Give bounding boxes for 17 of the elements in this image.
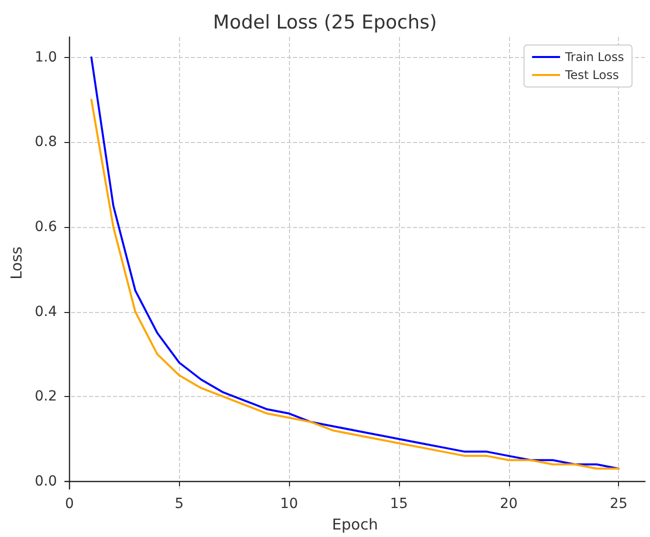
x-tick-label: 25 <box>610 496 628 512</box>
legend-label: Test Loss <box>564 68 619 82</box>
y-tick-label: 0.2 <box>34 388 57 405</box>
x-tick-label: 0 <box>64 496 74 512</box>
y-tick-label: 1.0 <box>34 49 57 66</box>
y-tick-label: 0.4 <box>34 304 58 320</box>
x-axis-title: Epoch <box>332 516 378 534</box>
y-tick-label: 0.0 <box>34 473 57 490</box>
y-axis-title: Loss <box>7 246 26 280</box>
legend-label: Train Loss <box>564 50 624 64</box>
chart-title: Model Loss (25 Epochs) <box>213 12 437 34</box>
x-tick-label: 15 <box>390 496 408 512</box>
y-tick-label: 0.8 <box>34 134 57 150</box>
x-tick-label: 5 <box>174 496 184 512</box>
x-tick-label: 10 <box>280 496 298 512</box>
y-tick-label: 0.6 <box>34 218 58 235</box>
x-tick-label: 20 <box>500 496 518 512</box>
